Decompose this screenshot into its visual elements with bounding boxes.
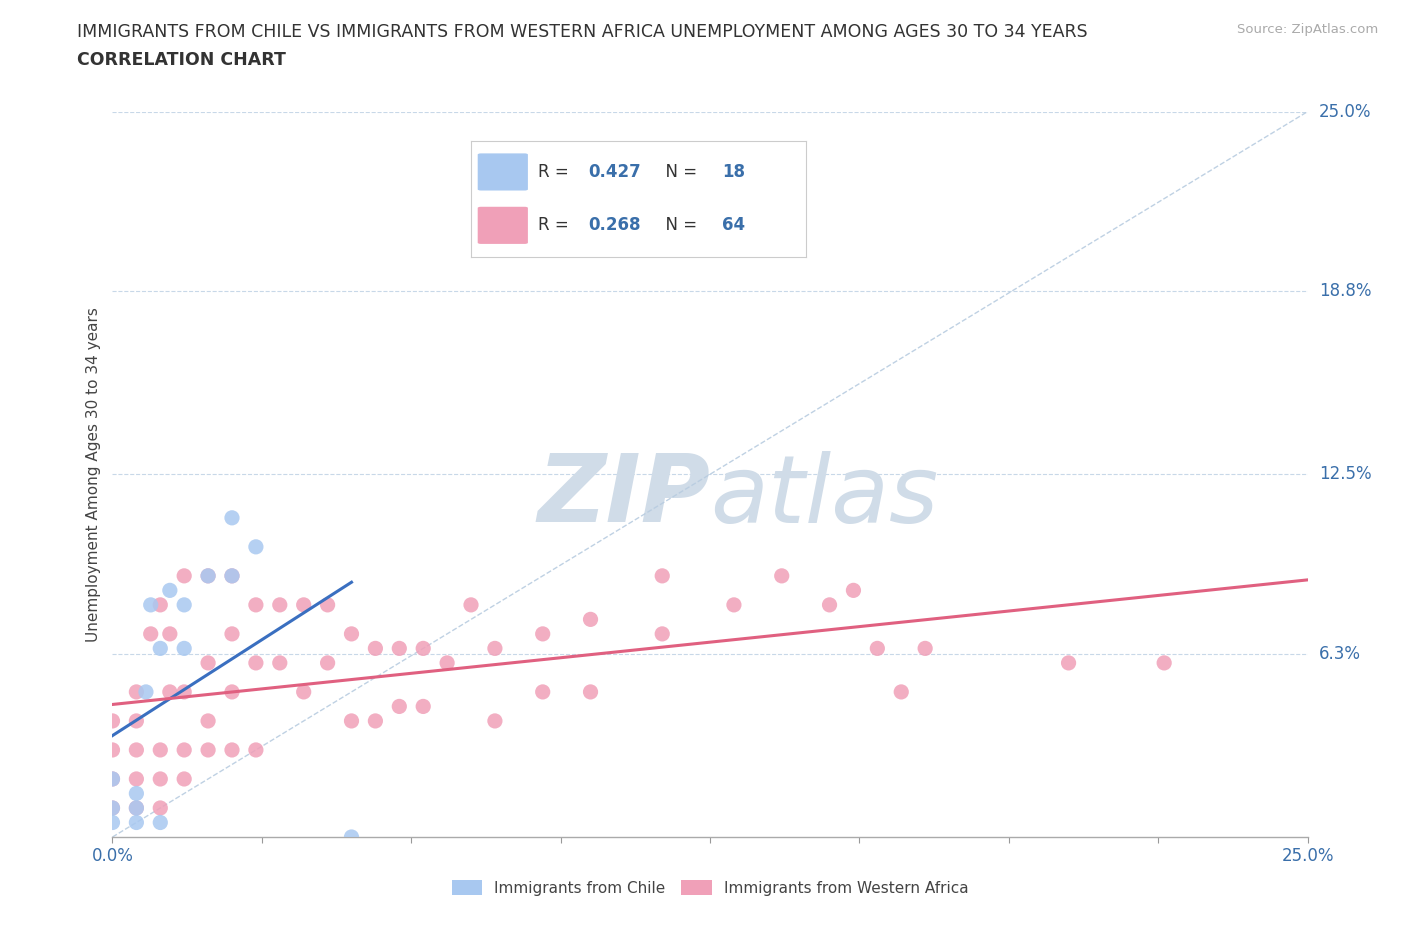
- Y-axis label: Unemployment Among Ages 30 to 34 years: Unemployment Among Ages 30 to 34 years: [86, 307, 101, 642]
- Point: [139, 597, 162, 612]
- Point: [579, 684, 602, 699]
- Point: [221, 568, 243, 583]
- Text: ZIP: ZIP: [537, 450, 710, 542]
- Point: [651, 627, 673, 642]
- Point: [269, 656, 291, 671]
- Point: [531, 684, 554, 699]
- Text: 18.8%: 18.8%: [1319, 283, 1371, 300]
- Point: [412, 641, 434, 656]
- Point: [173, 568, 195, 583]
- Point: [340, 627, 363, 642]
- Point: [101, 815, 124, 830]
- Point: [101, 742, 124, 757]
- Point: [221, 742, 243, 757]
- Legend: Immigrants from Chile, Immigrants from Western Africa: Immigrants from Chile, Immigrants from W…: [446, 873, 974, 902]
- Point: [340, 713, 363, 728]
- Point: [221, 568, 243, 583]
- Point: [173, 742, 195, 757]
- Point: [125, 742, 148, 757]
- Point: [173, 772, 195, 787]
- Point: [651, 568, 673, 583]
- Point: [139, 627, 162, 642]
- Text: atlas: atlas: [710, 450, 938, 541]
- Point: [723, 597, 745, 612]
- Point: [245, 742, 267, 757]
- Point: [197, 742, 219, 757]
- Text: 12.5%: 12.5%: [1319, 465, 1371, 484]
- Point: [149, 597, 172, 612]
- Point: [388, 699, 411, 714]
- Point: [818, 597, 841, 612]
- Point: [245, 539, 267, 554]
- Point: [245, 597, 267, 612]
- Point: [197, 568, 219, 583]
- Point: [197, 568, 219, 583]
- Point: [460, 597, 482, 612]
- Point: [531, 627, 554, 642]
- Point: [842, 583, 865, 598]
- Point: [364, 713, 387, 728]
- Point: [125, 801, 148, 816]
- Point: [221, 684, 243, 699]
- Point: [101, 713, 124, 728]
- Point: [412, 699, 434, 714]
- Point: [316, 656, 339, 671]
- Point: [149, 742, 172, 757]
- Text: IMMIGRANTS FROM CHILE VS IMMIGRANTS FROM WESTERN AFRICA UNEMPLOYMENT AMONG AGES : IMMIGRANTS FROM CHILE VS IMMIGRANTS FROM…: [77, 23, 1088, 41]
- Point: [197, 713, 219, 728]
- Point: [125, 684, 148, 699]
- Point: [269, 597, 291, 612]
- Point: [245, 656, 267, 671]
- Point: [173, 641, 195, 656]
- Point: [1057, 656, 1080, 671]
- Point: [292, 597, 315, 612]
- Point: [101, 801, 124, 816]
- Point: [770, 568, 793, 583]
- Point: [149, 772, 172, 787]
- Point: [173, 597, 195, 612]
- Text: 25.0%: 25.0%: [1319, 102, 1371, 121]
- Point: [1153, 656, 1175, 671]
- Point: [221, 511, 243, 525]
- Point: [484, 641, 506, 656]
- Point: [221, 627, 243, 642]
- Point: [125, 786, 148, 801]
- Point: [101, 801, 124, 816]
- Point: [173, 684, 195, 699]
- Point: [316, 597, 339, 612]
- Point: [484, 713, 506, 728]
- Text: CORRELATION CHART: CORRELATION CHART: [77, 51, 287, 69]
- Point: [125, 772, 148, 787]
- Point: [125, 801, 148, 816]
- Point: [159, 583, 181, 598]
- Text: 6.3%: 6.3%: [1319, 645, 1361, 663]
- Point: [364, 641, 387, 656]
- Point: [125, 815, 148, 830]
- Point: [149, 801, 172, 816]
- Point: [159, 627, 181, 642]
- Point: [149, 641, 172, 656]
- Point: [890, 684, 912, 699]
- Point: [436, 656, 458, 671]
- Point: [101, 772, 124, 787]
- Text: Source: ZipAtlas.com: Source: ZipAtlas.com: [1237, 23, 1378, 36]
- Point: [125, 713, 148, 728]
- Point: [579, 612, 602, 627]
- Point: [914, 641, 936, 656]
- Point: [388, 641, 411, 656]
- Point: [149, 815, 172, 830]
- Point: [866, 641, 889, 656]
- Point: [159, 684, 181, 699]
- Point: [135, 684, 157, 699]
- Point: [101, 772, 124, 787]
- Point: [292, 684, 315, 699]
- Point: [340, 830, 363, 844]
- Point: [197, 656, 219, 671]
